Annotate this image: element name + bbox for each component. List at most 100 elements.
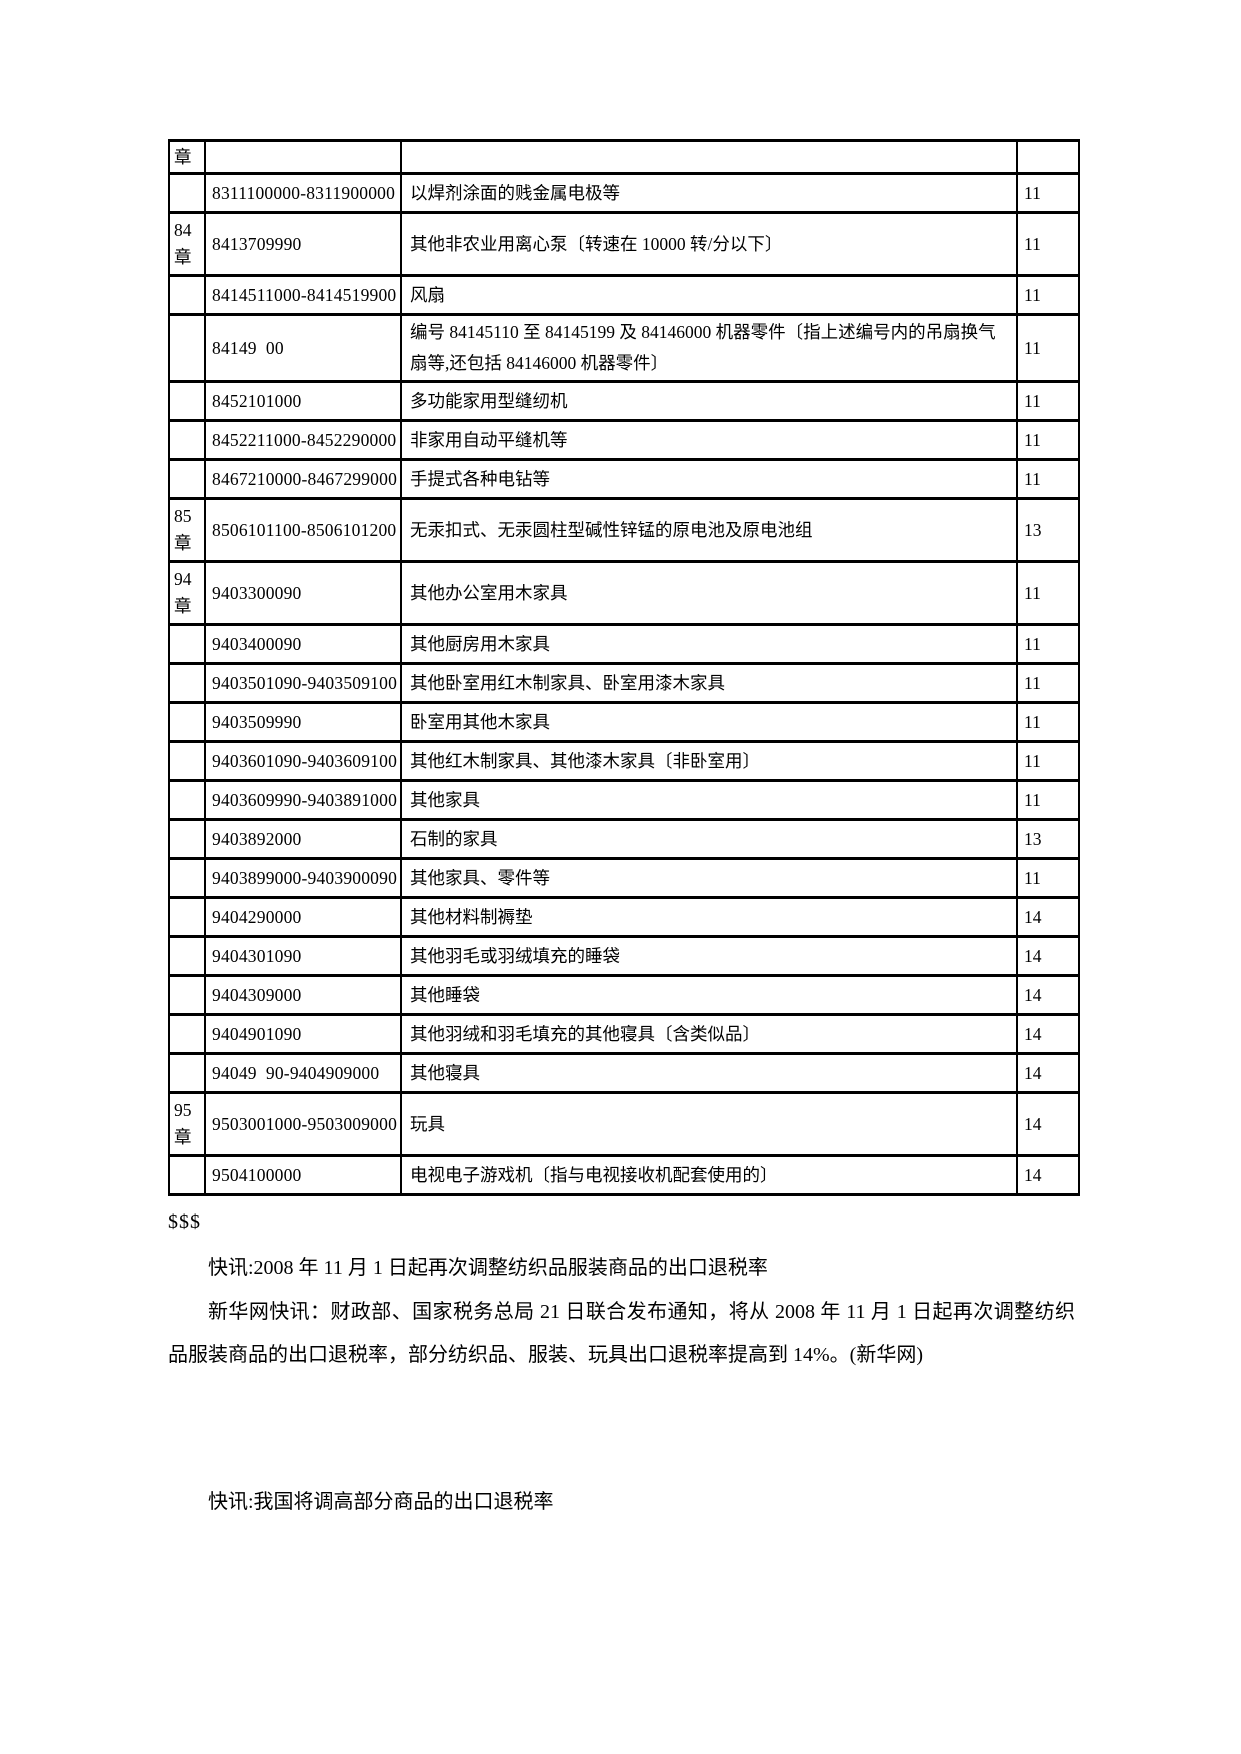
- chapter-cell: 84章: [168, 211, 206, 277]
- hs-code-cell: 9403509990: [204, 701, 402, 743]
- table-row: 8414511000-8414519900 风扇 11: [168, 274, 1080, 316]
- chapter-cell: [168, 779, 206, 821]
- news-headline-2: 快讯:我国将调高部分商品的出口退税率: [208, 1491, 554, 1513]
- hs-code-cell: 84149 00: [204, 313, 402, 383]
- rate-cell: 11: [1016, 662, 1080, 704]
- chapter-cell: [168, 857, 206, 899]
- rate-cell: 13: [1016, 497, 1080, 563]
- table-row: 9403609990-9403891000 其他家具 11: [168, 779, 1080, 821]
- rate-cell: 14: [1016, 974, 1080, 1016]
- chapter-cell: [168, 274, 206, 316]
- chapter-cell: [168, 896, 206, 938]
- description-cell: 其他办公室用木家具: [400, 560, 1018, 626]
- chapter-cell: [168, 1013, 206, 1055]
- table-row: 8311100000-8311900000 以焊剂涂面的贱金属电极等 11: [168, 172, 1080, 214]
- chapter-cell: [168, 935, 206, 977]
- hs-code-cell: 9403400090: [204, 623, 402, 665]
- hs-code-cell: 8506101100-8506101200: [204, 497, 402, 563]
- chapter-cell: [168, 172, 206, 214]
- chapter-cell: [168, 458, 206, 500]
- table-body: 章 8311100000-8311900000 以焊剂涂面的贱金属电极等 11 …: [168, 139, 1080, 1196]
- chapter-cell: [168, 419, 206, 461]
- rate-cell: 14: [1016, 896, 1080, 938]
- table-row: 章: [168, 139, 1080, 175]
- description-cell: 多功能家用型缝纫机: [400, 380, 1018, 422]
- table-row: 94049 90-9404909000 其他寝具 14: [168, 1052, 1080, 1094]
- description-cell: 石制的家具: [400, 818, 1018, 860]
- chapter-cell: 章: [168, 139, 206, 175]
- hs-code-cell: 9404301090: [204, 935, 402, 977]
- description-cell: 编号 84145110 至 84145199 及 84146000 机器零件〔指…: [400, 313, 1018, 383]
- description-cell: 非家用自动平缝机等: [400, 419, 1018, 461]
- chapter-cell: [168, 623, 206, 665]
- rate-cell: 14: [1016, 1154, 1080, 1196]
- description-cell: 电视电子游戏机〔指与电视接收机配套使用的〕: [400, 1154, 1018, 1196]
- hs-code-cell: 8414511000-8414519900: [204, 274, 402, 316]
- description-cell: 玩具: [400, 1091, 1018, 1157]
- chapter-cell: [168, 740, 206, 782]
- hs-code-cell: 9403899000-9403900090: [204, 857, 402, 899]
- chapter-cell: [168, 974, 206, 1016]
- rate-cell: 11: [1016, 560, 1080, 626]
- rate-cell: 11: [1016, 419, 1080, 461]
- hs-code-cell: 8452211000-8452290000: [204, 419, 402, 461]
- chapter-cell: 85章: [168, 497, 206, 563]
- rate-cell: 13: [1016, 818, 1080, 860]
- rate-cell: 14: [1016, 935, 1080, 977]
- table-row: 9403892000 石制的家具 13: [168, 818, 1080, 860]
- news-paragraph: 新华网快讯：财政部、国家税务总局 21 日联合发布通知，将从 2008 年 11…: [168, 1301, 1075, 1366]
- hs-code-cell: 8413709990: [204, 211, 402, 277]
- table-row: 84章 8413709990 其他非农业用离心泵〔转速在 10000 转/分以下…: [168, 211, 1080, 277]
- table-row: 9403509990 卧室用其他木家具 11: [168, 701, 1080, 743]
- table-row: 9403501090-9403509100 其他卧室用红木制家具、卧室用漆木家具…: [168, 662, 1080, 704]
- rate-cell: 11: [1016, 779, 1080, 821]
- description-cell: 无汞扣式、无汞圆柱型碱性锌锰的原电池及原电池组: [400, 497, 1018, 563]
- hs-code-cell: 9403300090: [204, 560, 402, 626]
- rate-cell: 11: [1016, 458, 1080, 500]
- description-cell: 风扇: [400, 274, 1018, 316]
- chapter-cell: [168, 818, 206, 860]
- hs-code-cell: 8311100000-8311900000: [204, 172, 402, 214]
- hs-code-cell: 94049 90-9404909000: [204, 1052, 402, 1094]
- hs-code-cell: 9403601090-9403609100: [204, 740, 402, 782]
- table-row: 94章 9403300090 其他办公室用木家具 11: [168, 560, 1080, 626]
- description-cell: 卧室用其他木家具: [400, 701, 1018, 743]
- chapter-cell: [168, 701, 206, 743]
- chapter-cell: 95章: [168, 1091, 206, 1157]
- rate-cell: 11: [1016, 211, 1080, 277]
- table-row: 84149 00 编号 84145110 至 84145199 及 841460…: [168, 313, 1080, 383]
- page-content: 章 8311100000-8311900000 以焊剂涂面的贱金属电极等 11 …: [168, 139, 1080, 1514]
- hs-code-cell: 9503001000-9503009000: [204, 1091, 402, 1157]
- hs-code-cell: 9403501090-9403509100: [204, 662, 402, 704]
- description-cell: 其他寝具: [400, 1052, 1018, 1094]
- rate-cell: 11: [1016, 623, 1080, 665]
- table-row: 8452101000 多功能家用型缝纫机 11: [168, 380, 1080, 422]
- rate-cell: 14: [1016, 1091, 1080, 1157]
- news-headline-1: 快讯:2008 年 11 月 1 日起再次调整纺织品服装商品的出口退税率: [208, 1257, 768, 1279]
- chapter-cell: 94章: [168, 560, 206, 626]
- hs-code-cell: 9403892000: [204, 818, 402, 860]
- description-cell: 其他睡袋: [400, 974, 1018, 1016]
- hs-code-cell: 9404309000: [204, 974, 402, 1016]
- rate-cell: [1016, 139, 1080, 175]
- description-cell: 其他家具: [400, 779, 1018, 821]
- description-cell: 其他卧室用红木制家具、卧室用漆木家具: [400, 662, 1018, 704]
- rate-cell: 11: [1016, 857, 1080, 899]
- rate-cell: 14: [1016, 1052, 1080, 1094]
- rate-cell: 11: [1016, 274, 1080, 316]
- table-row: 9403899000-9403900090 其他家具、零件等 11: [168, 857, 1080, 899]
- rate-cell: 11: [1016, 740, 1080, 782]
- description-cell: 其他材料制褥垫: [400, 896, 1018, 938]
- rate-cell: 11: [1016, 701, 1080, 743]
- description-cell: [400, 139, 1018, 175]
- description-cell: 其他羽绒和羽毛填充的其他寝具〔含类似品〕: [400, 1013, 1018, 1055]
- export-rebate-table: 章 8311100000-8311900000 以焊剂涂面的贱金属电极等 11 …: [168, 139, 1080, 1196]
- table-row: 8452211000-8452290000 非家用自动平缝机等 11: [168, 419, 1080, 461]
- table-row: 8467210000-8467299000 手提式各种电钻等 11: [168, 458, 1080, 500]
- rate-cell: 11: [1016, 380, 1080, 422]
- hs-code-cell: 9404290000: [204, 896, 402, 938]
- table-row: 9404901090 其他羽绒和羽毛填充的其他寝具〔含类似品〕 14: [168, 1013, 1080, 1055]
- rate-cell: 11: [1016, 172, 1080, 214]
- description-cell: 其他厨房用木家具: [400, 623, 1018, 665]
- chapter-cell: [168, 1154, 206, 1196]
